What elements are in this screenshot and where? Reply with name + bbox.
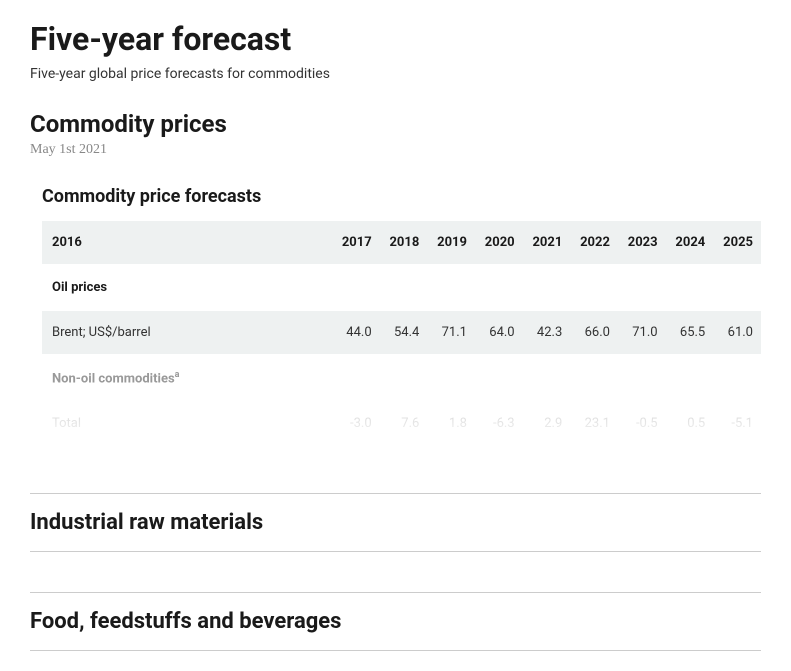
table-header-cell: 2023 [618,221,666,264]
section-title: Commodity prices [30,110,761,138]
table-header-cell: 2025 [713,221,761,264]
data-cell: -6.3 [475,402,523,445]
page-title: Five-year forecast [30,20,761,58]
table-header-cell: 2022 [570,221,618,264]
data-cell: 66.0 [570,311,618,354]
data-cell: 1.8 [427,402,475,445]
table-header-cell: 2016 [42,221,332,264]
table-header-cell: 2024 [666,221,714,264]
forecast-table: 2016 2017 2018 2019 2020 2021 2022 2023 … [42,221,761,445]
row-label: Oil prices [42,264,761,311]
data-cell: -5.1 [713,402,761,445]
section-header[interactable]: Food, feedstuffs and beverages [30,592,761,651]
table-header-cell: 2017 [332,221,380,264]
data-cell: -0.5 [618,402,666,445]
section-header[interactable]: Industrial raw materials [30,493,761,552]
table-row: Oil prices [42,264,761,311]
data-cell: 0.5 [666,402,714,445]
data-cell: 54.4 [380,311,428,354]
data-cell: 42.3 [523,311,571,354]
data-cell: 44.0 [332,311,380,354]
table-header-cell: 2021 [523,221,571,264]
table-header-row: 2016 2017 2018 2019 2020 2021 2022 2023 … [42,221,761,264]
data-cell: 2.9 [523,402,571,445]
row-label: Brent; US$/barrel [42,311,332,354]
table-row: Brent; US$/barrel44.054.471.164.042.366.… [42,311,761,354]
forecast-table-container: Commodity price forecasts 2016 2017 2018… [42,186,761,445]
row-label: Total [42,402,332,445]
data-cell: -3.0 [332,402,380,445]
table-header-cell: 2019 [427,221,475,264]
row-label: Non-oil commoditiesa [42,354,761,402]
table-row: Non-oil commoditiesa [42,354,761,402]
data-cell: 61.0 [713,311,761,354]
table-header-cell: 2020 [475,221,523,264]
section-date: May 1st 2021 [30,142,761,158]
data-cell: 71.0 [618,311,666,354]
page-subtitle: Five-year global price forecasts for com… [30,66,761,82]
data-cell: 71.1 [427,311,475,354]
table-header-cell: 2018 [380,221,428,264]
data-cell: 64.0 [475,311,523,354]
table-title: Commodity price forecasts [42,186,761,207]
section-header-title: Industrial raw materials [30,510,761,535]
section-header-title: Food, feedstuffs and beverages [30,609,761,634]
data-cell: 23.1 [570,402,618,445]
data-cell: 65.5 [666,311,714,354]
table-row: Total-3.07.61.8-6.32.923.1-0.50.5-5.1 [42,402,761,445]
data-cell: 7.6 [380,402,428,445]
